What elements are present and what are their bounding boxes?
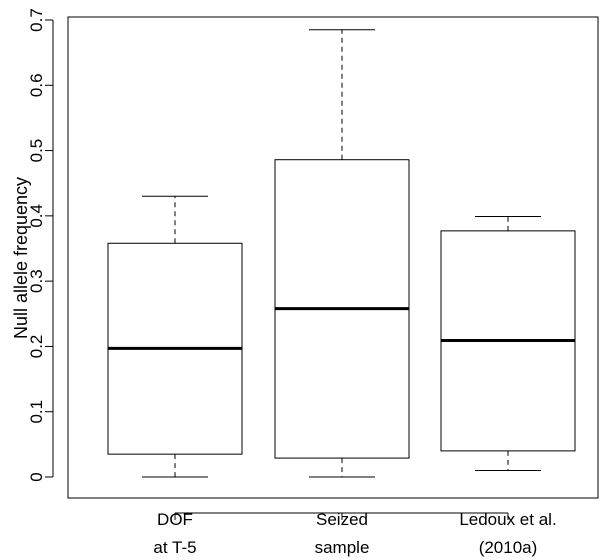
y-tick-label: 0.5 xyxy=(27,139,46,163)
box-3 xyxy=(440,216,576,471)
box-1 xyxy=(107,195,243,478)
x-tick-label-line2: at T-5 xyxy=(153,538,196,557)
y-tick-label: 0.2 xyxy=(27,335,46,359)
y-axis: 0 0.1 0.2 0.3 0.4 0.5 0.6 0.7 xyxy=(27,8,54,482)
x-tick-label-line2: (2010a) xyxy=(479,538,538,557)
x-tick-label: Seized xyxy=(316,510,368,529)
y-axis-label: Null allele frequency xyxy=(11,177,31,339)
y-tick-label: 0.6 xyxy=(27,73,46,97)
x-tick-label: DOF xyxy=(157,510,193,529)
box-2 xyxy=(274,29,410,478)
y-tick-label: 0.7 xyxy=(27,8,46,32)
y-tick-label: 0.1 xyxy=(27,400,46,424)
box-series xyxy=(107,29,576,478)
y-tick-label: 0 xyxy=(27,472,46,481)
y-tick-label: 0.4 xyxy=(27,204,46,228)
x-axis: DOF at T-5 Seized sample Ledoux et al. (2010a… xyxy=(153,510,556,557)
x-tick-label: Ledoux et al. xyxy=(459,510,556,529)
plot-frame xyxy=(67,16,599,499)
y-tick-label: 0.3 xyxy=(27,269,46,293)
x-tick-label-line2: sample xyxy=(315,538,370,557)
